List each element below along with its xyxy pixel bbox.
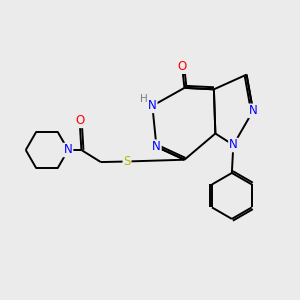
Text: O: O — [178, 60, 187, 73]
Text: N: N — [148, 99, 157, 112]
Text: O: O — [75, 114, 84, 127]
Text: N: N — [249, 104, 257, 117]
Text: H: H — [140, 94, 147, 104]
Text: N: N — [64, 143, 73, 157]
Text: N: N — [152, 140, 161, 153]
Text: S: S — [123, 155, 131, 168]
Text: N: N — [229, 139, 238, 152]
